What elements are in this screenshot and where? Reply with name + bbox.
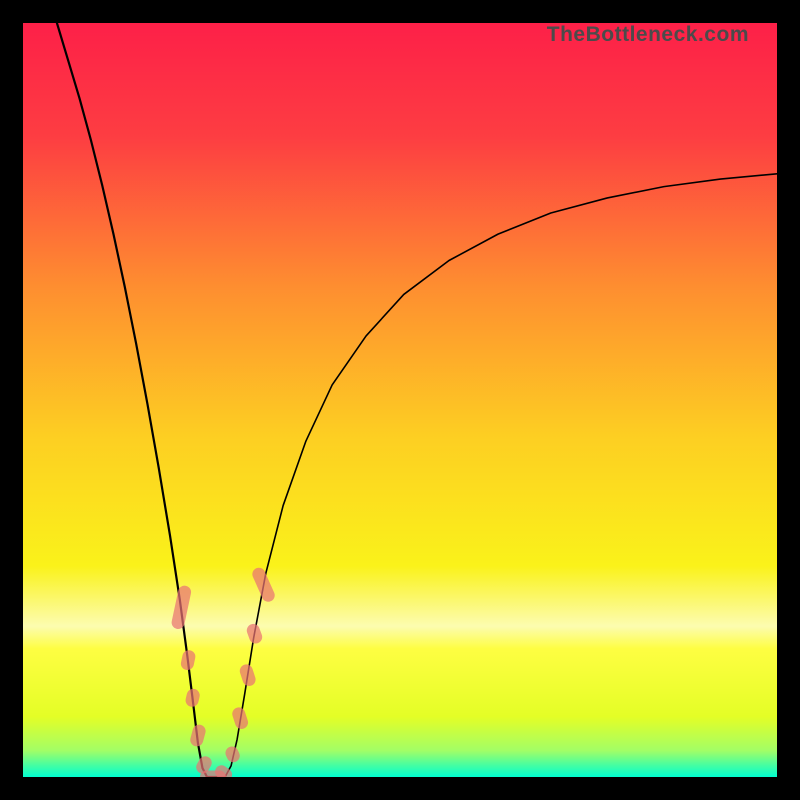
chart-frame: TheBottleneck.com [0, 0, 800, 800]
watermark-text: TheBottleneck.com [547, 23, 749, 47]
plot-svg [23, 23, 777, 777]
gradient-background [23, 23, 777, 777]
plot-area [23, 23, 777, 777]
